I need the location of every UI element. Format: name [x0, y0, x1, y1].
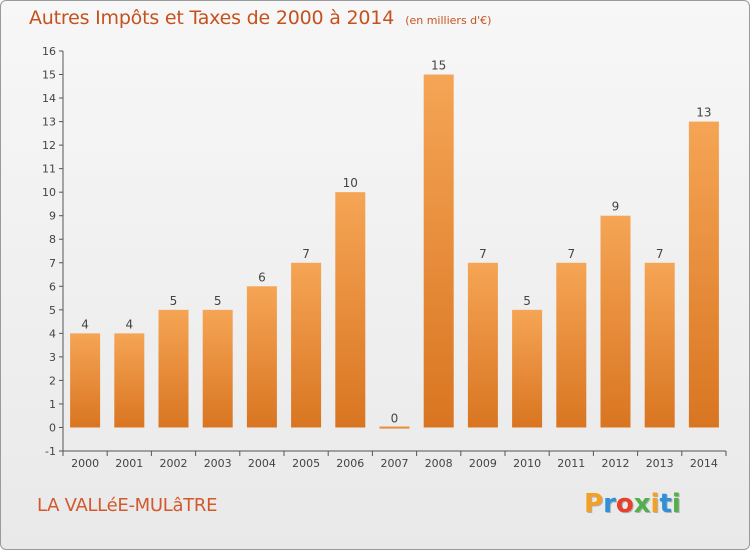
logo-letter: i [650, 489, 660, 519]
y-tick-label: 0 [49, 421, 56, 434]
logo-letter: r [603, 489, 616, 519]
logo-letter: o [615, 489, 634, 519]
y-tick-label: 3 [49, 351, 56, 364]
data-label: 5 [214, 294, 222, 308]
chart-subtitle: (en milliers d'€) [405, 14, 492, 27]
x-tick-label: 2010 [513, 457, 541, 470]
bar [600, 215, 631, 428]
y-tick-label: 13 [42, 116, 56, 129]
y-tick-label: 9 [49, 210, 56, 223]
bar [644, 262, 675, 428]
x-tick-label: 2012 [602, 457, 630, 470]
bar [335, 192, 366, 428]
x-tick-label: 2004 [248, 457, 276, 470]
logo-letter: P [584, 489, 604, 519]
y-tick-label: 11 [42, 163, 56, 176]
x-tick-label: 2006 [336, 457, 364, 470]
data-label: 5 [170, 294, 178, 308]
data-label: 15 [431, 59, 446, 73]
bar [467, 262, 498, 428]
x-tick-label: 2007 [381, 457, 409, 470]
x-tick-label: 2005 [292, 457, 320, 470]
logo-letter: x [633, 489, 651, 519]
x-tick-label: 2009 [469, 457, 497, 470]
logo-letter: t [659, 489, 672, 519]
bar [158, 309, 189, 428]
data-label: 7 [479, 247, 487, 261]
data-label: 0 [391, 411, 399, 425]
y-tick-label: 6 [49, 280, 56, 293]
x-tick-label: 2008 [425, 457, 453, 470]
x-tick-label: 2002 [160, 457, 188, 470]
y-tick-label: 5 [49, 304, 56, 317]
x-tick-label: 2011 [557, 457, 585, 470]
y-tick-label: 14 [42, 92, 56, 105]
bar [70, 333, 101, 428]
bar [291, 262, 322, 428]
y-tick-label: 10 [42, 186, 56, 199]
x-tick-label: 2003 [204, 457, 232, 470]
data-label: 7 [567, 247, 575, 261]
logo-letter: i [671, 489, 681, 519]
y-tick-label: 16 [42, 45, 56, 58]
data-label: 9 [612, 200, 620, 214]
y-tick-label: 8 [49, 233, 56, 246]
bar [246, 286, 277, 428]
bar [114, 333, 145, 428]
y-tick-label: 4 [49, 327, 56, 340]
y-tick-label: 12 [42, 139, 56, 152]
city-name: LA VALLéE-MULâTRE [37, 495, 218, 516]
data-label: 5 [523, 294, 531, 308]
bar [423, 74, 454, 428]
y-tick-label: 1 [49, 398, 56, 411]
x-tick-label: 2013 [646, 457, 674, 470]
data-label: 7 [302, 247, 310, 261]
x-tick-label: 2014 [690, 457, 718, 470]
bar [379, 426, 410, 429]
x-tick-label: 2001 [115, 457, 143, 470]
data-label: 6 [258, 270, 266, 284]
y-tick-label: 2 [49, 374, 56, 387]
proxiti-logo: Proxiti [584, 489, 681, 519]
data-label: 10 [343, 176, 358, 190]
bar [202, 309, 233, 428]
data-label: 7 [656, 247, 664, 261]
chart-title: Autres Impôts et Taxes de 2000 à 2014 [29, 7, 395, 29]
y-tick-label: -1 [45, 445, 56, 458]
data-label: 13 [696, 106, 711, 120]
chart-title-block: Autres Impôts et Taxes de 2000 à 2014 (e… [29, 7, 491, 29]
y-tick-label: 7 [49, 257, 56, 270]
bar [512, 309, 543, 428]
bar [688, 121, 719, 428]
x-tick-label: 2000 [71, 457, 99, 470]
data-label: 4 [81, 317, 89, 331]
data-label: 4 [125, 317, 133, 331]
bar [556, 262, 587, 428]
y-tick-label: 15 [42, 69, 56, 82]
